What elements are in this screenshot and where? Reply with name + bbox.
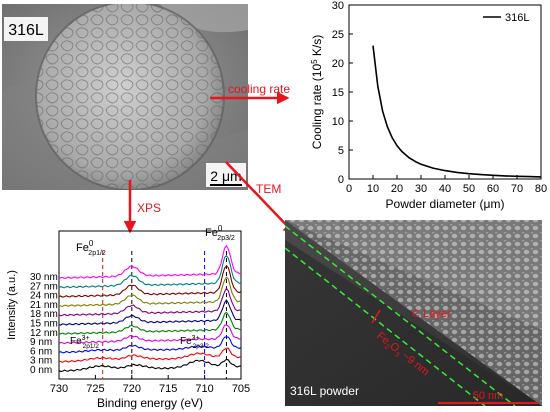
xps-spectra xyxy=(58,244,242,373)
xps-spectrum-0-nm xyxy=(58,358,242,373)
cooling-x-tick-label: 50 xyxy=(463,183,475,195)
sem-panel: 316L 2 μm xyxy=(2,4,248,190)
tem-caption: 316L powder xyxy=(290,384,359,398)
fe0-2p32-peak-label: Fe0 2p3/2 xyxy=(205,224,235,242)
xps-depth-label: 18 nm xyxy=(30,309,58,320)
cooling-y-tick-label: 30 xyxy=(332,0,344,12)
xps-depth-label: 24 nm xyxy=(30,291,58,302)
xps-spectrum-9-nm xyxy=(58,324,242,345)
xps-spectrum-3-nm xyxy=(58,347,242,363)
xps-spectrum-30-nm xyxy=(58,244,242,280)
connecting-arrows: cooling rate XPS TEM xyxy=(123,82,296,235)
fe3-2p32-peak-label: Fe3+ 2p3/2 xyxy=(180,335,209,350)
xps-x-tick-label: 715 xyxy=(159,383,177,395)
xps-ticks: 730 725 720 715 710 705 xyxy=(50,375,250,395)
xps-spectrum-6-nm xyxy=(58,336,242,354)
cooling-y-tick-label: 0 xyxy=(338,174,344,186)
carbon-layer-label: C Layer xyxy=(412,308,451,320)
fe0-2p12-peak-label: Fe0 2p1/2 xyxy=(76,239,106,257)
xps-x-tick-label: 725 xyxy=(86,383,104,395)
cooling-x-axis-label: Powder diameter (μm) xyxy=(386,197,505,211)
fe3-2p12-peak-label: Fe3+ 2p1/2 xyxy=(70,335,99,350)
xps-peak-guides xyxy=(102,251,227,379)
xps-x-tick-label: 710 xyxy=(195,383,213,395)
xps-x-tick-label: 720 xyxy=(123,383,141,395)
cellular-structure xyxy=(36,4,224,190)
xps-spectrum-24-nm xyxy=(58,265,242,298)
xps-depth-label: 12 nm xyxy=(30,328,58,339)
cooling-x-tick-label: 0 xyxy=(346,183,352,195)
cooling-y-tick-label: 10 xyxy=(332,116,344,128)
cooling-x-tick-label: 30 xyxy=(415,183,427,195)
xps-depth-label: 0 nm xyxy=(30,365,52,376)
cooling-x-tick-label: 10 xyxy=(367,183,379,195)
xps-arrow-label: XPS xyxy=(137,201,161,215)
tem-arrow-label: TEM xyxy=(256,182,281,196)
cooling-y-tick-label: 5 xyxy=(338,145,344,157)
tem-scale-label: 50 nm xyxy=(473,390,504,402)
cooling-x-tick-label: 80 xyxy=(535,183,547,195)
xps-x-axis-label: Binding energy (eV) xyxy=(97,396,203,410)
oxide-boundary-inner xyxy=(285,247,486,406)
xps-x-tick-label: 730 xyxy=(50,383,68,395)
tem-arrow xyxy=(225,161,296,235)
oxide-boundary-outer xyxy=(285,225,516,406)
xps-spectrum-15-nm xyxy=(58,299,242,326)
tem-panel: Fe2O3 ~9 nm C Layer 316L powder 50 nm xyxy=(285,220,542,406)
sem-scale-label: 2 μm xyxy=(210,168,241,184)
xps-depth-label: 3 nm xyxy=(30,356,52,367)
cooling-y-tick-label: 20 xyxy=(332,58,344,70)
cooling-rate-series xyxy=(372,45,542,178)
xps-depth-label: 30 nm xyxy=(30,272,58,283)
xps-x-tick-label: 705 xyxy=(232,383,250,395)
cooling-y-axis-label: Cooling rate (105 K/s) xyxy=(310,35,324,150)
xps-spectrum-21-nm xyxy=(58,276,242,307)
cooling-y-tick-label: 25 xyxy=(332,29,344,41)
cooling-arrow-label: cooling rate xyxy=(228,82,290,96)
metal-substrate xyxy=(285,240,542,406)
xps-depth-label: 15 nm xyxy=(30,319,58,330)
xps-spectrum-27-nm xyxy=(58,254,242,289)
xps-plot-frame xyxy=(58,230,242,380)
carbon-layer-region xyxy=(285,220,542,406)
cooling-plot-frame xyxy=(348,4,542,180)
xps-spectrum-18-nm xyxy=(58,287,242,317)
sem-label-box xyxy=(4,17,48,41)
cooling-rate-chart: 0 10 20 30 40 50 60 70 80 0 5 10 15 20 25 30 316L Powde… xyxy=(310,0,547,211)
xps-depth-label: 21 nm xyxy=(30,300,58,311)
xps-depth-label: 9 nm xyxy=(30,337,52,348)
xps-y-axis-label: Intensity (a.u.) xyxy=(6,270,18,340)
cooling-x-tick-label: 60 xyxy=(487,183,499,195)
xps-depth-label: 27 nm xyxy=(30,281,58,292)
xps-depth-label: 6 nm xyxy=(30,346,52,357)
oxide-thickness-marker xyxy=(371,309,381,324)
cooling-legend-label: 316L xyxy=(505,12,529,24)
cooling-y-tick-label: 15 xyxy=(332,87,344,99)
cooling-x-tick-label: 40 xyxy=(439,183,451,195)
cooling-ticks: 0 10 20 30 40 50 60 70 80 0 5 10 15 20 25 30 xyxy=(332,0,547,195)
cooling-x-tick-label: 70 xyxy=(511,183,523,195)
cooling-x-tick-label: 20 xyxy=(391,183,403,195)
xps-spectrum-12-nm xyxy=(58,311,242,336)
sem-label: 316L xyxy=(8,22,44,39)
